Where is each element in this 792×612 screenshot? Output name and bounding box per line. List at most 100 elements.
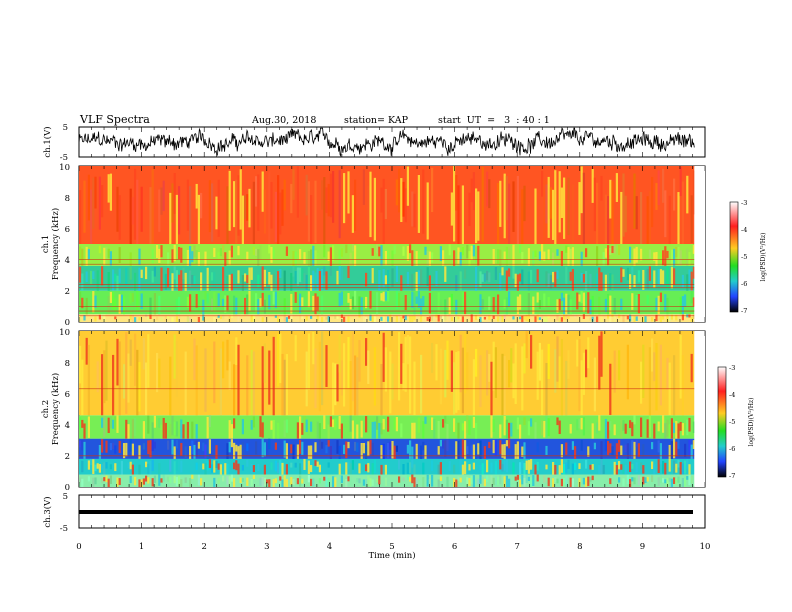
colorbar-2-label: log(PSD)(V²/Hz) (748, 398, 755, 447)
spectrogram-streak (138, 267, 141, 291)
spectrogram-streak (329, 173, 332, 218)
spectrogram-streak (151, 270, 154, 283)
spectrogram-streak (596, 316, 599, 322)
spectrogram-streak (642, 317, 645, 322)
spectrogram-streak (380, 293, 383, 301)
spectrogram-streak (131, 197, 134, 225)
spectrogram-streak (563, 177, 566, 239)
spectrogram-streak (684, 294, 687, 307)
spectrogram-streak (503, 476, 506, 487)
spectrogram-streak (307, 181, 310, 242)
spectrogram-streak (241, 419, 244, 435)
spectrogram-streak (296, 444, 299, 459)
spectrogram-streak (296, 422, 299, 439)
spectrogram-streak (565, 293, 568, 315)
ch1-ytick-2: 2 (65, 287, 70, 297)
spectrogram-streak (325, 271, 328, 290)
spectrogram-streak (512, 462, 515, 475)
spectrogram-streak (492, 315, 495, 319)
spectrogram-streak (160, 267, 163, 291)
spectrogram-streak (98, 444, 101, 459)
spectrogram-streak (206, 293, 209, 304)
spectrogram-streak (459, 316, 462, 320)
spectrogram-streak (270, 462, 273, 470)
spectrogram-streak (114, 273, 117, 282)
spectrogram-streak (358, 314, 361, 318)
spectrogram-streak (657, 477, 660, 486)
spectrogram-streak (552, 462, 555, 475)
spectrogram-streak (96, 270, 99, 291)
spectrogram-streak (197, 441, 200, 449)
spectrogram-streak (622, 420, 625, 431)
spectrogram-streak (549, 275, 552, 289)
spectrogram-streak (569, 271, 572, 281)
colorbar-1-tick-minus3: -3 (741, 199, 747, 207)
spectrogram-streak (360, 442, 363, 459)
spectrogram-streak (217, 315, 220, 318)
spectrogram-streak (202, 314, 205, 321)
spectrogram-streak (532, 475, 535, 486)
spectrogram-streak (362, 442, 365, 454)
spectrogram-streak (129, 314, 132, 321)
spectrogram-streak (688, 474, 691, 486)
spectrogram-streak (250, 420, 253, 430)
spectrogram-streak (560, 459, 563, 473)
spectrogram-streak (114, 416, 117, 430)
spectrogram-streak (321, 268, 324, 290)
spectrogram-streak (299, 463, 302, 475)
colorbar-2-tick-minus3: -3 (729, 364, 735, 372)
spectrogram-streak (206, 460, 209, 471)
spectrogram-streak (259, 416, 262, 437)
spectrogram-streak (536, 292, 539, 303)
spectrogram-streak (316, 314, 319, 321)
spectrogram-streak (692, 421, 695, 433)
spectrogram-streak (217, 179, 220, 237)
spectrogram-streak (263, 442, 266, 457)
spectrogram-streak (109, 416, 112, 429)
spectrogram-streak (464, 291, 467, 315)
spectrogram-streak (475, 348, 478, 377)
spectrogram-streak (142, 421, 145, 439)
spectrogram-streak (688, 439, 691, 456)
spectrogram-streak (272, 336, 275, 416)
spectrogram-streak (626, 344, 629, 400)
spectrogram-streak (292, 479, 295, 486)
spectrogram-streak (525, 314, 528, 322)
spectrogram-streak (591, 168, 594, 203)
spectrogram-streak (147, 415, 150, 434)
spectrogram-streak (587, 446, 590, 457)
spectrogram-streak (228, 476, 231, 486)
spectrogram-streak (651, 442, 654, 450)
spectrogram-streak (347, 293, 350, 303)
spectrogram-streak (109, 443, 112, 451)
spectrogram-tail (694, 331, 705, 487)
spectrogram-streak (296, 478, 299, 485)
spectrogram-streak (477, 478, 480, 485)
spectrogram-streak (637, 443, 640, 457)
spectrogram-streak (431, 167, 434, 213)
spectrogram-streak (596, 273, 599, 291)
ch1-spectrogram-ylabel-freq: Frequency (kHz) (50, 208, 61, 280)
spectrogram-streak (477, 314, 480, 320)
spectrogram-streak (129, 439, 132, 452)
spectrogram-streak (327, 251, 330, 262)
spectrogram-streak (530, 269, 533, 284)
spectrogram-streak (299, 293, 302, 314)
spectrogram-streak (261, 422, 264, 438)
spectrogram-streak (479, 355, 482, 408)
spectrogram-streak (464, 421, 467, 439)
spectrogram-streak (519, 479, 522, 487)
spectrogram-streak (191, 421, 194, 439)
spectrogram-streak (565, 462, 568, 473)
spectrogram-streak (219, 248, 222, 257)
spectrogram-streak (681, 314, 684, 321)
spectrogram-streak (554, 476, 557, 483)
spectrogram-streak (472, 245, 475, 257)
spectrogram-streak (204, 348, 207, 412)
spectrogram-streak (497, 476, 500, 486)
spectrogram-streak (411, 474, 414, 484)
spectrogram-streak (228, 420, 231, 439)
colorbar-1-tick-minus4: -4 (741, 226, 747, 234)
spectrogram-streak (692, 245, 695, 254)
spectrogram-streak (235, 460, 238, 471)
